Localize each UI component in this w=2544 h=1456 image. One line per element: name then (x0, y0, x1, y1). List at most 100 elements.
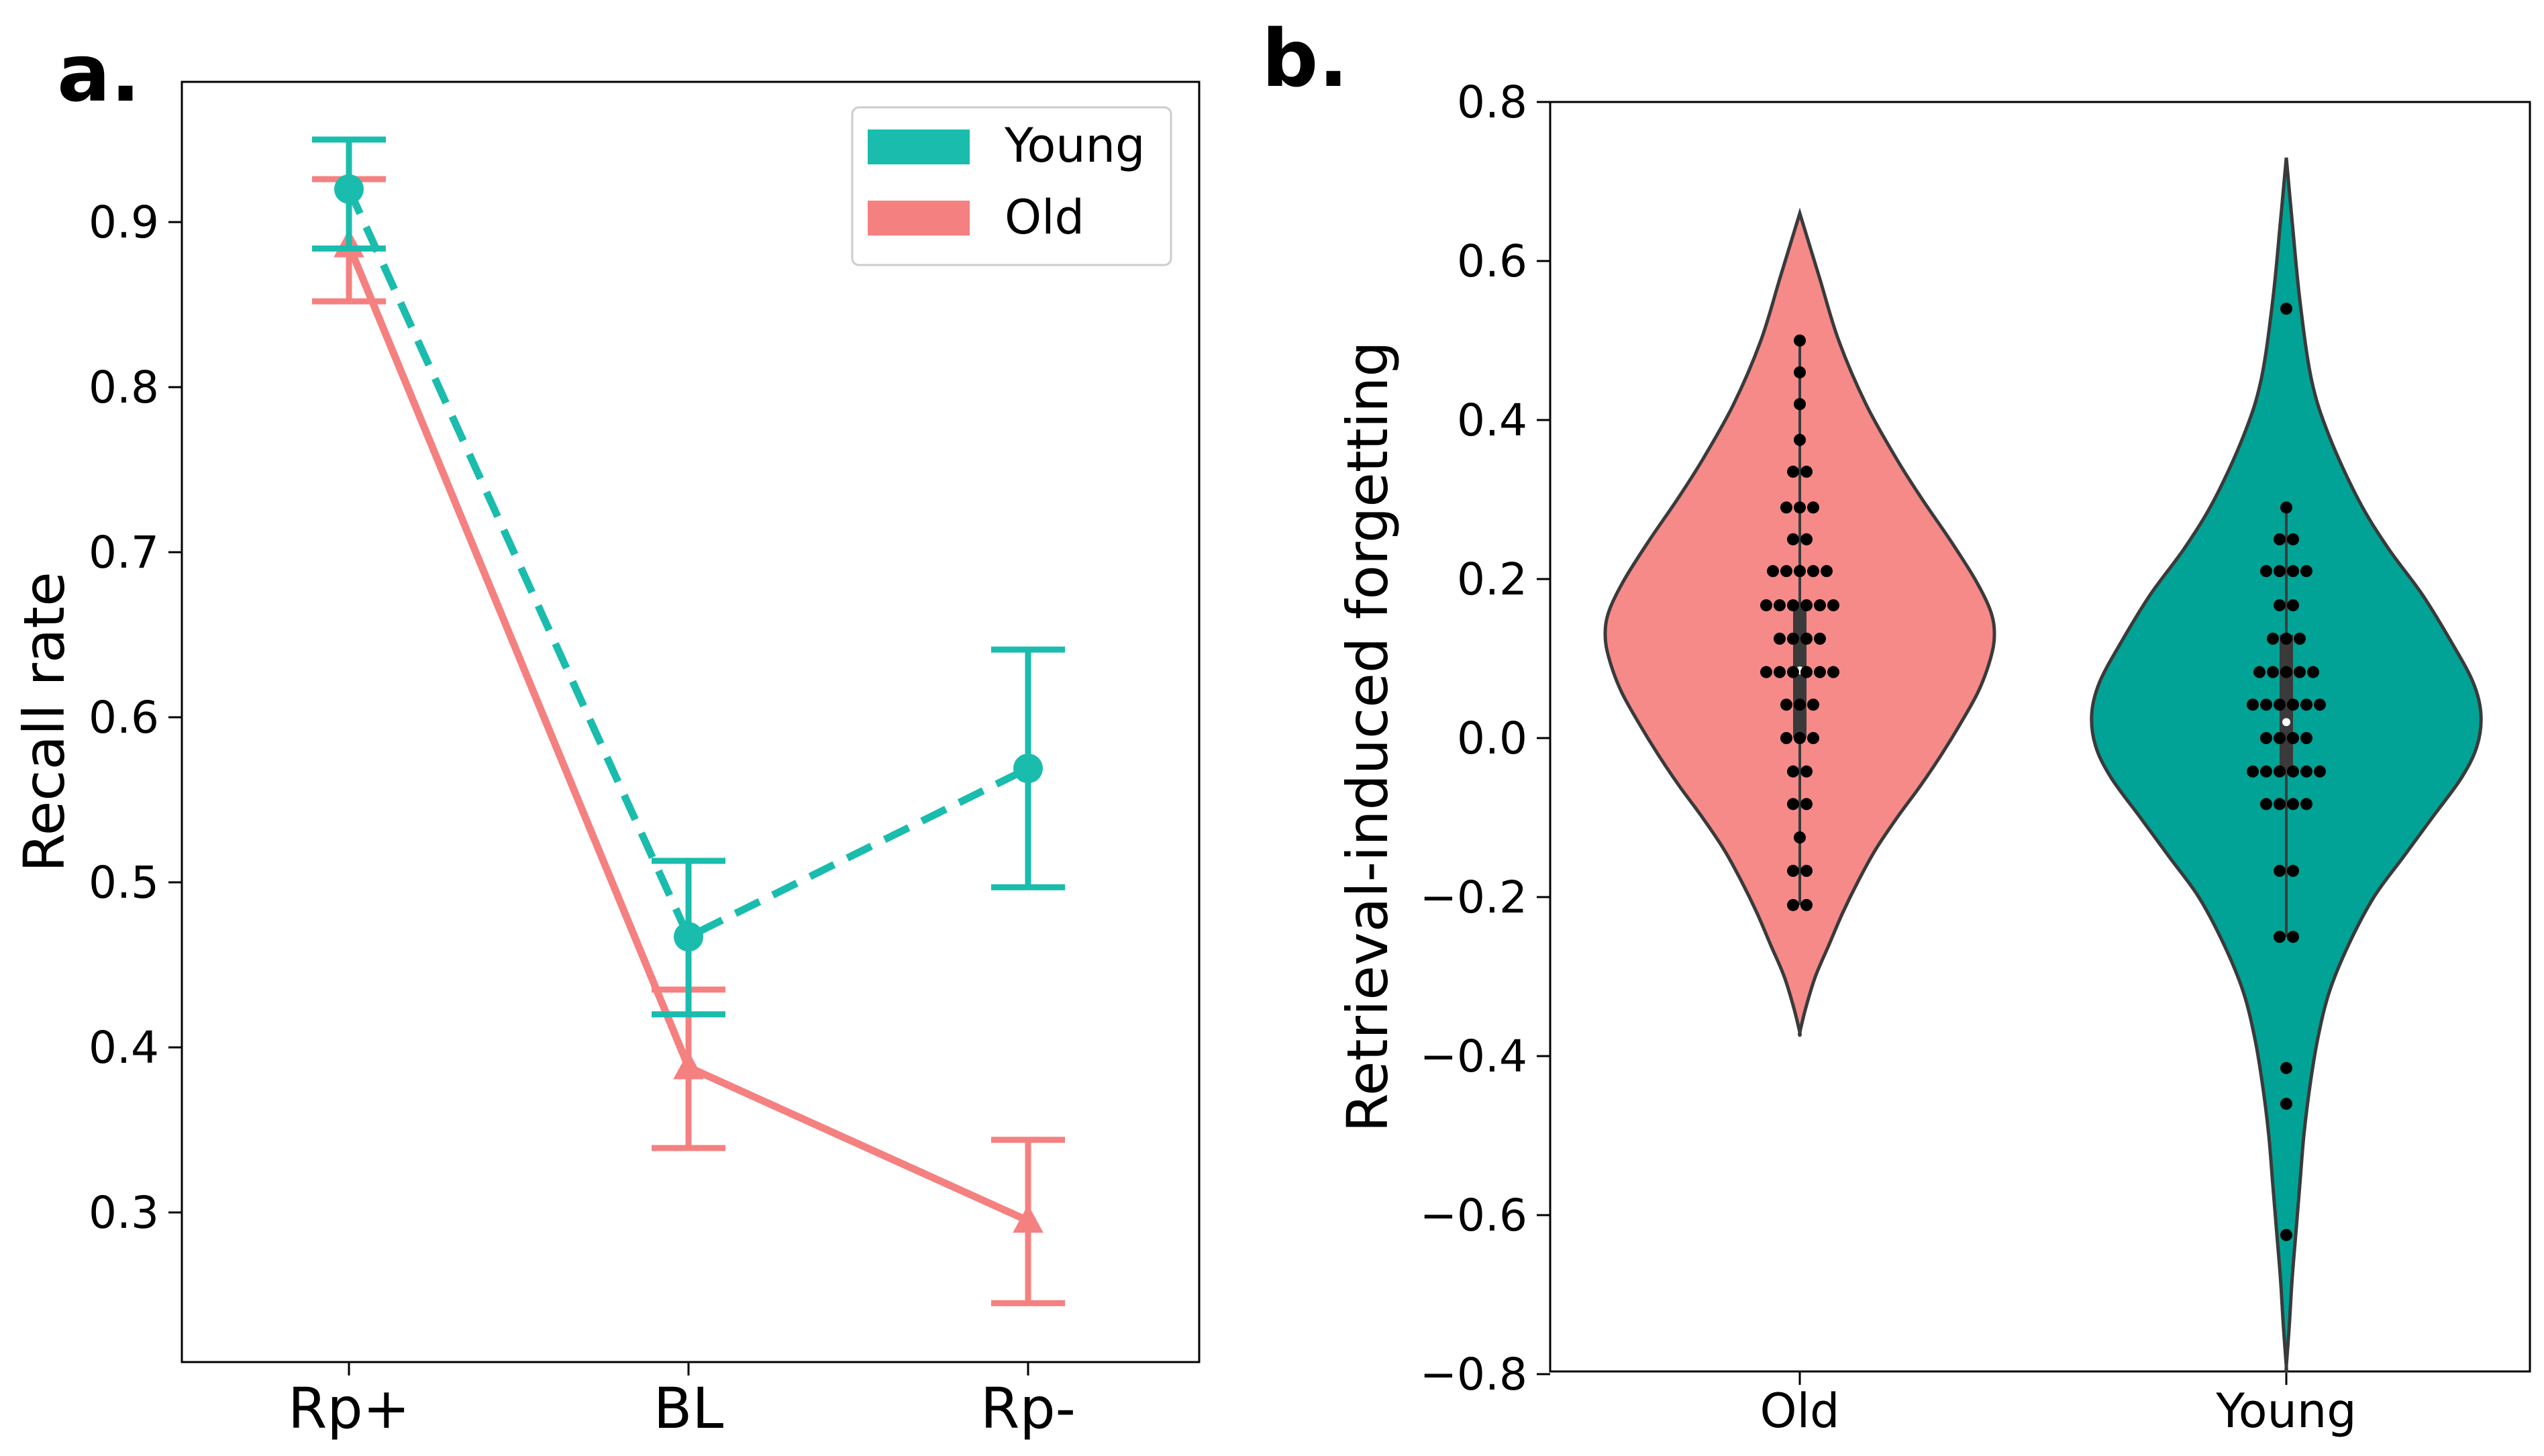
swarm-point-young (2267, 632, 2279, 645)
y-tick-label: 0.5 (89, 857, 159, 908)
swarm-point-old (1787, 666, 1799, 678)
x-tick-label: Rp+ (288, 1375, 410, 1441)
swarm-point-old (1780, 565, 1792, 578)
swarm-point-old (1794, 698, 1806, 711)
swarm-point-young (2307, 666, 2319, 678)
swarm-point-young (2274, 765, 2286, 778)
swarm-point-young (2274, 864, 2286, 877)
swarm-point-old (1814, 666, 1826, 678)
panel-a-x-ticks: Rp+ BL Rp- (288, 1362, 1076, 1441)
swarm-point-old (1794, 565, 1806, 578)
swarm-point-young (2280, 632, 2292, 645)
swarm-point-young (2287, 864, 2299, 877)
swarm-point-old (1780, 732, 1792, 744)
y-tick-label: 0.6 (89, 692, 159, 743)
legend: Young Old (851, 106, 1172, 266)
swarm-point-old (1800, 466, 1813, 478)
y-tick-label: 0.3 (89, 1187, 159, 1239)
swarm-point-old (1807, 732, 1819, 744)
data-point-young (674, 922, 703, 952)
swarm-point-old (1774, 599, 1786, 612)
swarm-point-old (1760, 599, 1772, 612)
swarm-point-old (1787, 864, 1799, 877)
y-tick-label: 0.4 (89, 1022, 159, 1074)
swarm-point-young (2274, 931, 2286, 943)
y-tick-label: 0.2 (1457, 554, 1527, 605)
panel-b-y-axis-label: Retrieval-induced forgetting (1335, 341, 1401, 1132)
swarm-point-young (2294, 666, 2306, 678)
swarm-point-young (2300, 565, 2312, 578)
swarm-point-young (2287, 698, 2299, 711)
y-tick-label: 0.4 (1457, 395, 1527, 446)
swarm-point-old (1807, 501, 1819, 514)
swarm-point-young (2300, 698, 2312, 711)
x-tick-label: Old (1760, 1384, 1840, 1439)
swarm-point-old (1787, 898, 1799, 911)
swarm-point-young (2287, 732, 2299, 744)
swarm-point-old (1794, 501, 1806, 514)
panel-a-y-ticks: 0.3 0.4 0.5 0.6 0.7 0.8 0.9 (89, 197, 182, 1239)
violin-group-young (2090, 157, 2483, 1373)
swarm-point-old (1760, 666, 1772, 678)
swarm-point-young (2260, 798, 2272, 811)
swarm-point-young (2247, 765, 2259, 778)
swarm-point-young (2300, 798, 2312, 811)
panel-a-letter: a. (57, 27, 140, 119)
x-tick-label: Young (2215, 1384, 2356, 1439)
panel-b-letter: b. (1262, 12, 1348, 105)
swarm-point-young (2287, 765, 2299, 778)
swarm-point-old (1774, 632, 1786, 645)
panel-a-plot-area (181, 81, 1201, 1363)
swarm-point-old (1774, 666, 1786, 678)
legend-swatch-old (868, 201, 970, 236)
panel-b: b. Retrieval-induced forgetting −0.8 −0.6… (1262, 12, 2531, 1439)
legend-label-young: Young (1004, 118, 1145, 173)
data-point-old (673, 1051, 704, 1080)
swarm-point-old (1800, 533, 1813, 545)
swarm-point-old (1814, 632, 1826, 645)
swarm-point-old (1827, 599, 1839, 612)
panel-b-violins (1603, 157, 2483, 1373)
swarm-point-young (2274, 599, 2286, 612)
violin-median-young (2282, 718, 2290, 727)
swarm-point-young (2267, 666, 2279, 678)
swarm-point-old (1807, 698, 1819, 711)
swarm-point-young (2274, 732, 2286, 744)
y-tick-label: 0.6 (1457, 236, 1527, 287)
y-tick-label: −0.2 (1420, 872, 1527, 923)
data-point-young (334, 174, 364, 204)
swarm-point-old (1800, 798, 1813, 811)
swarm-point-young (2314, 698, 2326, 711)
panel-b-x-ticks: Old Young (1760, 1371, 2357, 1439)
swarm-point-old (1787, 632, 1799, 645)
swarm-point-young (2280, 1061, 2292, 1074)
swarm-point-old (1794, 831, 1806, 844)
swarm-point-young (2280, 1229, 2292, 1241)
swarm-point-young (2274, 698, 2286, 711)
x-tick-label: BL (654, 1375, 724, 1441)
swarm-point-old (1800, 898, 1813, 911)
swarm-point-young (2274, 565, 2286, 578)
swarm-point-young (2287, 565, 2299, 578)
swarm-point-old (1787, 466, 1799, 478)
swarm-point-old (1794, 433, 1806, 446)
swarm-point-young (2300, 732, 2312, 744)
swarm-point-old (1800, 864, 1813, 877)
swarm-point-old (1787, 765, 1799, 778)
swarm-point-old (1807, 565, 1819, 578)
swarm-point-young (2300, 765, 2312, 778)
swarm-point-young (2314, 765, 2326, 778)
y-tick-label: 0.0 (1457, 713, 1527, 764)
panel-a-series (312, 136, 1065, 1306)
swarm-point-young (2260, 732, 2272, 744)
y-tick-label: 0.7 (89, 527, 159, 578)
swarm-point-young (2247, 698, 2259, 711)
swarm-point-old (1821, 565, 1833, 578)
swarm-point-old (1800, 599, 1813, 612)
swarm-point-old (1827, 666, 1839, 678)
x-tick-label: Rp- (980, 1375, 1076, 1441)
swarm-point-young (2280, 303, 2292, 315)
y-tick-label: −0.8 (1420, 1349, 1527, 1400)
swarm-point-old (1787, 533, 1799, 545)
